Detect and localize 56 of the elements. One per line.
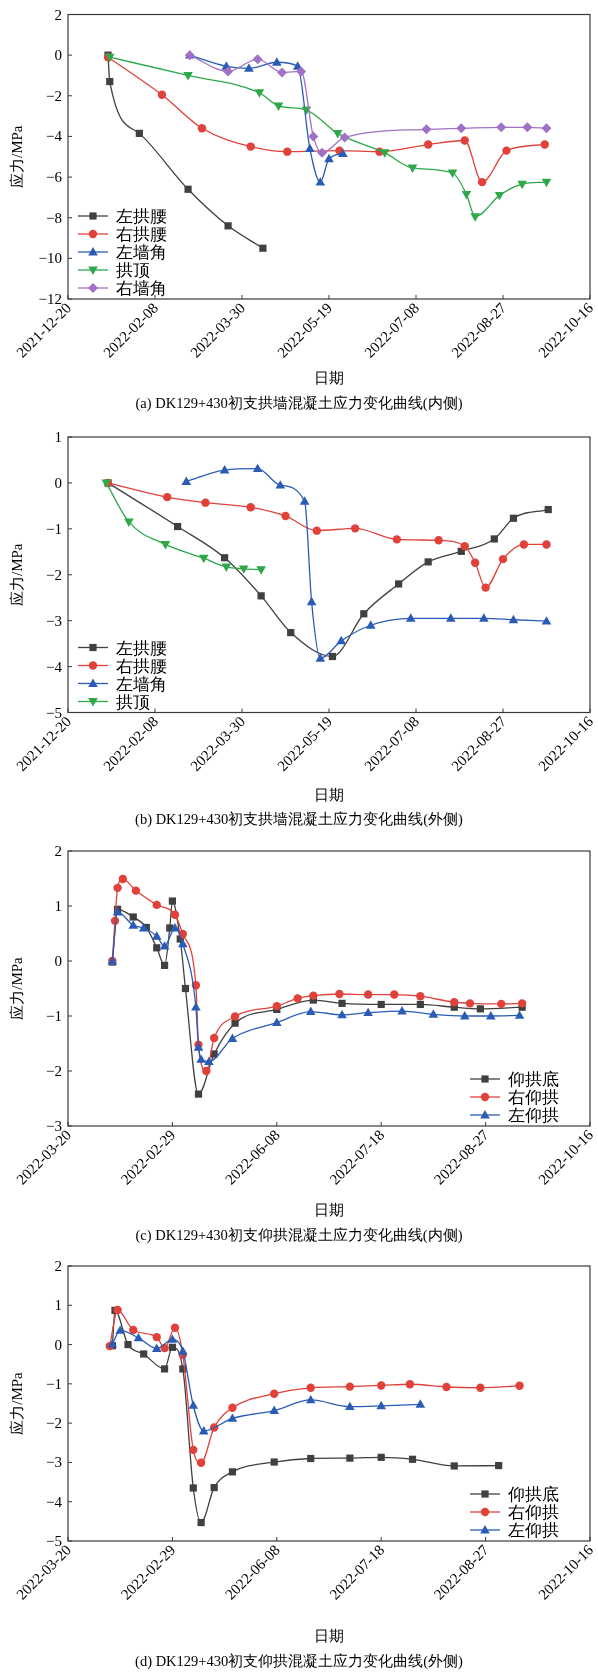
legend-label: 左仰拱 [508, 1106, 559, 1125]
text: (b) DK129+430初支拱墙混凝土应力变化曲线(外侧) [135, 811, 464, 828]
y-tick-label: −6 [46, 169, 63, 186]
y-tick-label: 2 [54, 1258, 62, 1274]
text: (a) DK129+430初支拱墙混凝土应力变化曲线(内侧) [135, 395, 463, 412]
y-tick-label: −12 [38, 291, 62, 307]
y-tick-label: −4 [46, 658, 63, 675]
y-tick-label: 1 [54, 898, 62, 914]
y-tick-label: −1 [46, 1375, 62, 1392]
y-tick-label: −2 [46, 1063, 62, 1079]
y-tick-label: −1 [46, 1008, 62, 1024]
y-axis-title: 应力/MPa [9, 956, 25, 1020]
x-axis-title: 日期 [314, 787, 344, 803]
legend-label: 仰拱底 [508, 1485, 559, 1504]
legend-label: 右仰拱 [508, 1088, 559, 1107]
y-tick-label: −2 [46, 87, 62, 104]
y-axis-title: 应力/MPa [9, 125, 25, 189]
legend-label: 左拱腰 [116, 638, 167, 658]
y-tick-label: −4 [46, 128, 63, 145]
x-axis-title: 日期 [314, 370, 344, 386]
legend-label: 左墙角 [116, 674, 167, 694]
legend-label: 右墙角 [116, 279, 167, 298]
legend-label: 右拱腰 [116, 225, 167, 244]
legend-label: 左墙角 [116, 243, 167, 262]
legend-label: 拱顶 [116, 261, 150, 280]
x-axis-title: 日期 [314, 1202, 344, 1218]
y-tick-label: 1 [54, 429, 62, 445]
y-tick-label: −10 [38, 250, 62, 267]
x-axis-title: 日期 [314, 1628, 344, 1644]
y-tick-label: −5 [46, 1533, 62, 1549]
y-tick-label: 0 [54, 1336, 62, 1353]
legend-label: 左仰拱 [508, 1521, 559, 1540]
y-axis-title: 应力/MPa [9, 543, 25, 607]
y-tick-label: 1 [54, 1297, 62, 1314]
y-tick-label: −5 [46, 704, 62, 721]
legend-label: 拱顶 [116, 692, 150, 712]
legend-label: 左拱腰 [116, 207, 167, 226]
y-tick-label: −3 [46, 1118, 62, 1134]
y-tick-label: 2 [54, 6, 62, 23]
legend-label: 右仰拱 [508, 1503, 559, 1522]
y-tick-label: −2 [46, 1415, 62, 1432]
y-tick-label: 0 [54, 953, 62, 969]
y-tick-label: −8 [46, 209, 62, 226]
y-tick-label: 0 [54, 47, 62, 64]
y-tick-label: −2 [46, 566, 62, 583]
legend-label: 右拱腰 [116, 656, 167, 676]
legend-label: 仰拱底 [508, 1070, 559, 1089]
y-tick-label: −3 [46, 1454, 62, 1471]
y-tick-label: 2 [54, 843, 62, 859]
y-tick-label: −4 [46, 1493, 63, 1510]
y-tick-label: −1 [46, 520, 62, 537]
y-tick-label: −3 [46, 612, 62, 629]
y-axis-title: 应力/MPa [9, 1371, 25, 1435]
text: (d) DK129+430初支仰拱混凝土应力变化曲线(外侧) [135, 1653, 464, 1670]
text: (c) DK129+430初支仰拱混凝土应力变化曲线(内侧) [135, 1227, 463, 1244]
y-tick-label: 0 [54, 474, 62, 491]
